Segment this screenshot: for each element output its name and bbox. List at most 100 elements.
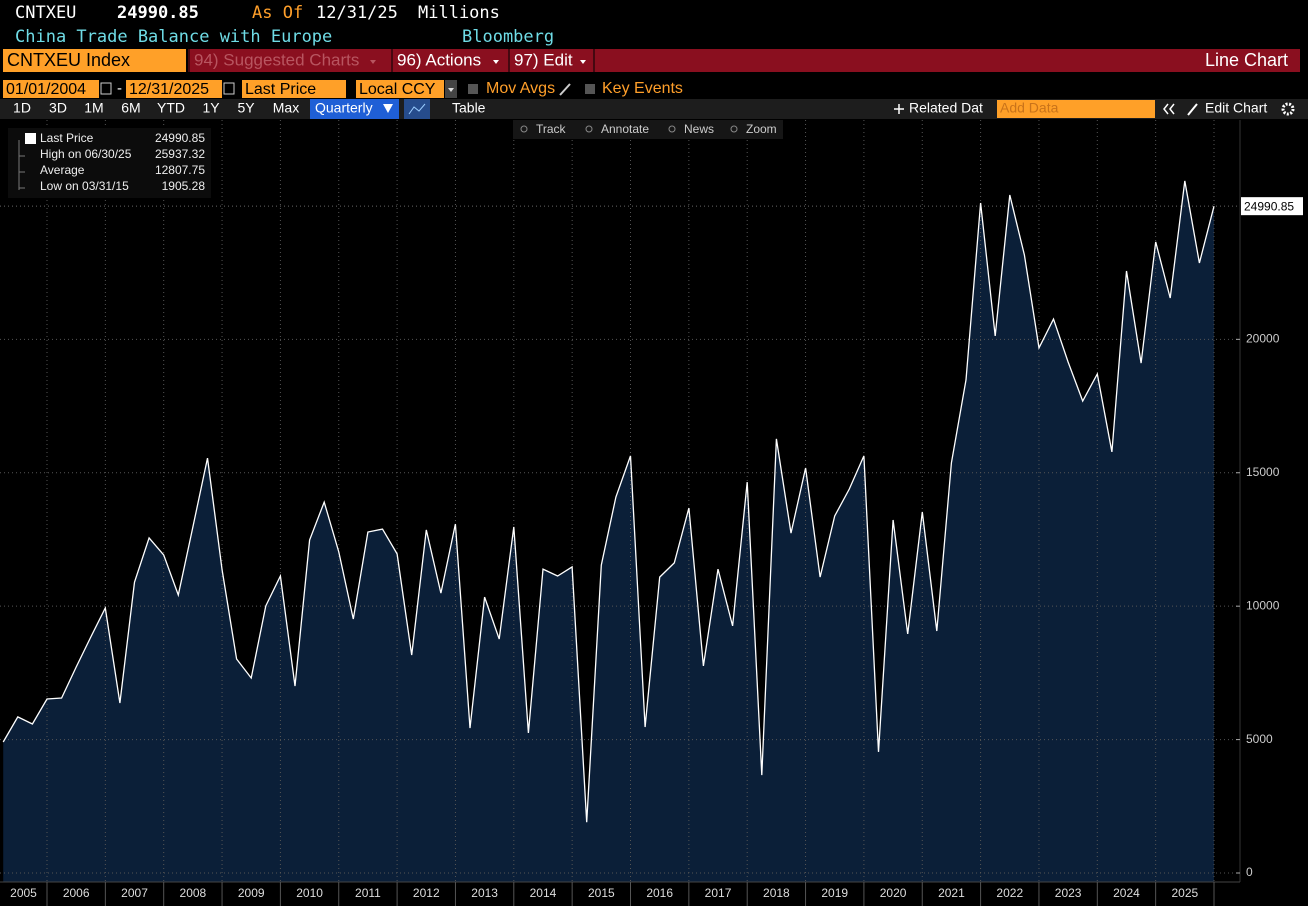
related-data[interactable]: Related Dat [909,100,983,116]
legend-value: 25937.32 [155,147,205,161]
tool-icon [585,125,593,133]
y-tick-label: 20000 [1246,332,1280,346]
range-button[interactable]: 1Y [202,100,220,116]
field[interactable]: Last Price [245,81,316,98]
x-tick-label: 2021 [938,886,965,900]
x-tick-label: 2006 [63,886,90,900]
source: Bloomberg [462,27,554,47]
option[interactable]: Mov Avgs [486,80,555,97]
legend-label: Last Price [40,131,94,145]
dropdown-arrow [383,104,393,113]
date-separator: - [117,80,122,97]
end-date-box[interactable] [126,80,222,98]
frequency[interactable]: Quarterly [315,100,373,116]
option[interactable]: Key Events [602,80,683,97]
line [2,180,1215,823]
view-title: Line Chart [1205,50,1288,70]
x-tick-label: 2009 [238,886,265,900]
menu-item[interactable]: 94) Suggested Charts [194,50,359,69]
pencil-icon [559,83,571,96]
x-tick-label: 2014 [530,886,557,900]
plus-icon [894,104,904,114]
dropdown-arrow [370,60,376,64]
last-price-tag [1241,197,1303,216]
range-button[interactable]: 6M [121,100,140,116]
gear-icon[interactable] [1281,102,1295,116]
dropdown-arrow [448,88,454,92]
x-tick-label: 2011 [355,886,381,900]
range-button[interactable]: 1M [84,100,103,116]
as-of-label: As Of [252,3,303,23]
dropdown-arrow [580,60,586,64]
chart-icon [408,103,426,115]
collapse-icon[interactable] [1163,103,1175,115]
start-date-box[interactable] [3,80,99,98]
ticker: CNTXEU [15,3,76,23]
security-box[interactable] [3,49,186,72]
legend-tree [18,140,25,190]
x-tick-label: 2023 [1055,886,1082,900]
x-tick-label: 2024 [1113,886,1140,900]
currency[interactable]: Local CCY [359,81,436,98]
description: China Trade Balance with Europe [15,27,332,47]
security[interactable]: CNTXEU Index [7,50,130,70]
end-date[interactable]: 12/31/2025 [129,81,209,98]
menu-item[interactable]: 97) Edit [514,50,573,69]
legend-label: Average [40,163,85,177]
tool-button[interactable]: Zoom [746,122,777,136]
edit-chart[interactable]: Edit Chart [1205,100,1267,116]
x-tick-label: 2025 [1171,886,1198,900]
range-button[interactable]: 5Y [237,100,255,116]
range-button[interactable]: 3D [49,100,67,116]
calendar-icon [223,82,235,95]
x-tick-label: 2015 [588,886,615,900]
legend-label: High on 06/30/25 [40,147,132,161]
range-button[interactable]: Max [273,100,299,116]
legend-swatch [25,133,36,144]
x-tick-label: 2022 [996,886,1023,900]
tool-button[interactable]: News [684,122,714,136]
range-button[interactable]: 1D [13,100,31,116]
tool-icon [668,125,676,133]
last-value: 24990.85 [117,3,199,23]
units: Millions [418,3,500,23]
x-tick-label: 2013 [471,886,498,900]
y-tick-label: 5000 [1246,732,1273,746]
x-tick-label: 2018 [763,886,790,900]
last-price-label: 24990.85 [1244,199,1294,213]
menu-bar [188,49,1300,72]
x-tick-label: 2019 [821,886,848,900]
x-tick-label: 2010 [296,886,323,900]
field-box[interactable] [242,80,346,98]
calendar-icon [100,82,112,95]
x-tick-label: 2016 [646,886,673,900]
tool-icon [730,125,738,133]
add-data-box[interactable] [997,100,1155,118]
currency-box[interactable] [356,80,444,98]
legend-label: Low on 03/31/15 [40,179,129,193]
legend-value: 12807.75 [155,163,205,177]
start-date[interactable]: 01/01/2004 [6,81,86,98]
tool-button[interactable]: Track [536,122,567,136]
x-tick-label: 2020 [880,886,907,900]
x-tick-label: 2007 [121,886,148,900]
checkbox[interactable] [585,84,595,94]
x-tick-label: 2008 [180,886,207,900]
pencil-icon [1187,103,1198,116]
x-tick-label: 2012 [413,886,440,900]
add-data[interactable]: Add Data [1000,100,1059,116]
table-button[interactable]: Table [452,100,486,116]
x-tick-label: 2005 [10,886,37,900]
tool-button[interactable]: Annotate [601,122,649,136]
dropdown-arrow [493,60,499,64]
frequency-box[interactable] [310,99,399,119]
menu-item[interactable]: 96) Actions [397,50,481,69]
tools-bar [513,120,783,139]
checkbox[interactable] [468,84,478,94]
y-tick-label: 15000 [1246,465,1280,479]
tool-icon [520,125,528,133]
range-button[interactable]: YTD [157,100,185,116]
legend-box [8,128,211,198]
